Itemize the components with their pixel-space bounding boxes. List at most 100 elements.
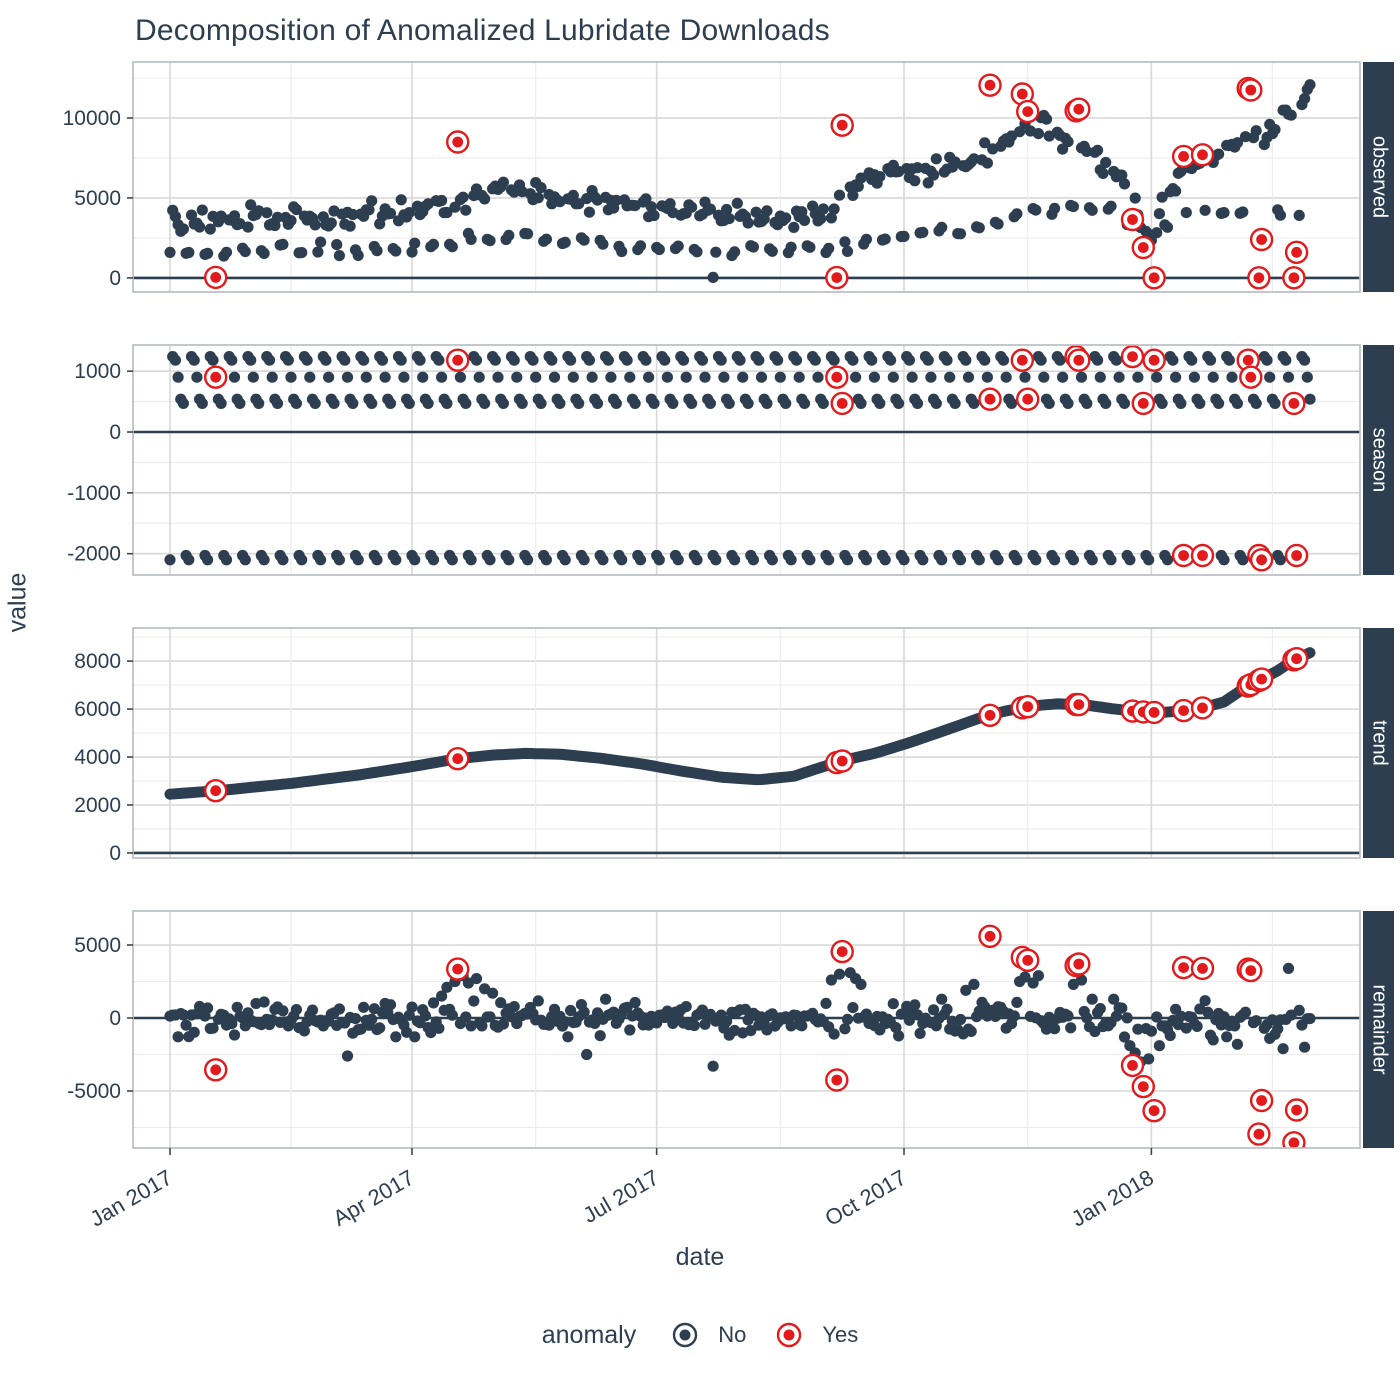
anomaly-marker bbox=[825, 265, 849, 290]
anomaly-marker bbox=[1284, 543, 1309, 568]
anomaly-marker bbox=[1239, 958, 1263, 983]
anomaly-marker bbox=[1249, 667, 1274, 691]
anomaly-marker bbox=[1131, 1074, 1156, 1099]
anomaly-marker bbox=[830, 391, 854, 416]
anomaly-marker bbox=[203, 1058, 228, 1082]
y-tick-label: 0 bbox=[109, 1007, 121, 1030]
anomaly-marker bbox=[1067, 952, 1091, 976]
anomaly-marker bbox=[1249, 227, 1274, 252]
anomaly-marker bbox=[1015, 948, 1040, 972]
yes-marker-icon bbox=[777, 1322, 802, 1348]
y-tick-label: -1000 bbox=[67, 482, 121, 505]
anomaly-marker bbox=[1282, 391, 1306, 416]
facet-strip-label: trend bbox=[1369, 720, 1391, 766]
anomaly-marker bbox=[1190, 143, 1215, 167]
anomaly-marker bbox=[1239, 78, 1263, 102]
anomaly-marker bbox=[446, 348, 470, 372]
panel-remainder: remainder -5000 0 5000 bbox=[67, 910, 1394, 1149]
facet-strip-label: observed bbox=[1369, 136, 1391, 218]
panel-observed: observed 0 5000 10000 bbox=[63, 61, 1394, 293]
anomaly-marker bbox=[1015, 99, 1040, 124]
anomaly-marker bbox=[1190, 696, 1215, 720]
anomaly-marker bbox=[1247, 1122, 1271, 1146]
x-tick-label: Jan 2018 bbox=[1067, 1165, 1158, 1232]
anomaly-marker bbox=[825, 365, 849, 389]
legend-label-yes: Yes bbox=[822, 1322, 859, 1347]
page-title: Decomposition of Anomalized Lubridate Do… bbox=[135, 14, 830, 47]
y-axis-title: value bbox=[3, 572, 32, 633]
anomaly-marker bbox=[978, 703, 1002, 727]
anomaly-marker bbox=[825, 1068, 849, 1092]
anomaly-marker bbox=[978, 924, 1002, 948]
anomaly-marker bbox=[1282, 266, 1306, 290]
legend-label-no: No bbox=[718, 1322, 747, 1347]
anomaly-marker bbox=[1190, 956, 1215, 981]
y-tick-label: 5000 bbox=[74, 187, 121, 210]
anomaly-marker bbox=[1131, 235, 1156, 260]
anomaly-marker bbox=[1284, 240, 1309, 265]
y-tick-label: 0 bbox=[109, 267, 121, 290]
anomaly-marker bbox=[1247, 266, 1271, 290]
facet-strip-season bbox=[1363, 345, 1394, 575]
x-axis-title: date bbox=[675, 1243, 725, 1271]
y-tick-label: 0 bbox=[109, 421, 121, 444]
panel-season: season -2000 -1000 0 1000 bbox=[67, 344, 1394, 576]
facet-strip-observed bbox=[1363, 62, 1394, 292]
legend-item-no: No bbox=[668, 1318, 746, 1352]
no-marker-icon bbox=[673, 1322, 698, 1348]
anomaly-marker bbox=[1120, 1053, 1145, 1078]
anomaly-marker bbox=[1284, 647, 1309, 671]
anomaly-marker bbox=[203, 265, 228, 290]
y-tick-label: 1000 bbox=[74, 360, 121, 383]
anomaly-marker bbox=[830, 749, 854, 773]
facet-strip-label: season bbox=[1369, 428, 1391, 493]
anomaly-marker bbox=[1015, 387, 1040, 411]
y-tick-label: -2000 bbox=[67, 543, 121, 566]
anomaly-marker bbox=[1142, 700, 1166, 725]
y-tick-label: 10000 bbox=[63, 107, 121, 130]
anomaly-marker bbox=[978, 73, 1002, 97]
x-axis: Jan 2017 Apr 2017 Jul 2017 Oct 2017 Jan 2018 bbox=[86, 1148, 1158, 1232]
anomaly-marker bbox=[1249, 1088, 1274, 1113]
anomaly-marker bbox=[1282, 1131, 1306, 1148]
decomposition-chart: observed 0 5000 10000 season -2000 -1000 0 1000 t… bbox=[63, 61, 1394, 1232]
anomaly-marker bbox=[1171, 698, 1196, 723]
x-tick-label: Oct 2017 bbox=[821, 1165, 911, 1231]
legend-title: anomaly bbox=[541, 1320, 637, 1349]
anomaly-marker bbox=[446, 747, 470, 771]
anomaly-marker bbox=[203, 365, 228, 389]
anomaly-marker bbox=[203, 779, 228, 803]
anomaly-marker bbox=[1190, 543, 1215, 568]
facet-strip-remainder bbox=[1363, 911, 1394, 1148]
anomaly-marker bbox=[1067, 692, 1091, 717]
anomaly-marker bbox=[446, 130, 470, 154]
anomaly-marker bbox=[1067, 97, 1091, 121]
anomaly-marker bbox=[1067, 348, 1091, 372]
anomaly-marker bbox=[1142, 1098, 1166, 1123]
anomaly-marker bbox=[1142, 348, 1166, 372]
y-tick-label: 8000 bbox=[74, 650, 121, 673]
anomaly-marker bbox=[446, 957, 470, 981]
anomaly-marker bbox=[1239, 365, 1263, 389]
x-tick-label: Jan 2017 bbox=[86, 1165, 177, 1232]
anomaly-marker bbox=[1120, 345, 1145, 369]
anomaly-marker bbox=[1010, 348, 1034, 372]
anomaly-marker bbox=[978, 387, 1002, 411]
anomaly-marker bbox=[1249, 548, 1274, 572]
y-tick-label: 0 bbox=[109, 842, 121, 865]
facet-strip-label: remainder bbox=[1369, 984, 1391, 1074]
facet-strip-trend bbox=[1363, 628, 1394, 858]
anomaly-marker bbox=[830, 939, 854, 964]
y-tick-label: -5000 bbox=[67, 1080, 121, 1103]
anomaly-marker bbox=[1015, 695, 1040, 719]
anomaly-marker bbox=[1120, 207, 1145, 232]
legend-item-yes: Yes bbox=[772, 1318, 858, 1352]
panel-trend: trend 0 2000 4000 6000 8000 bbox=[74, 627, 1394, 865]
anomaly-marker bbox=[1171, 543, 1196, 568]
legend: anomaly No Yes bbox=[0, 1318, 1400, 1352]
x-tick-label: Jul 2017 bbox=[579, 1165, 664, 1228]
anomaly-marker bbox=[1131, 391, 1156, 416]
x-tick-label: Apr 2017 bbox=[329, 1165, 419, 1231]
anomaly-marker bbox=[1236, 348, 1260, 372]
